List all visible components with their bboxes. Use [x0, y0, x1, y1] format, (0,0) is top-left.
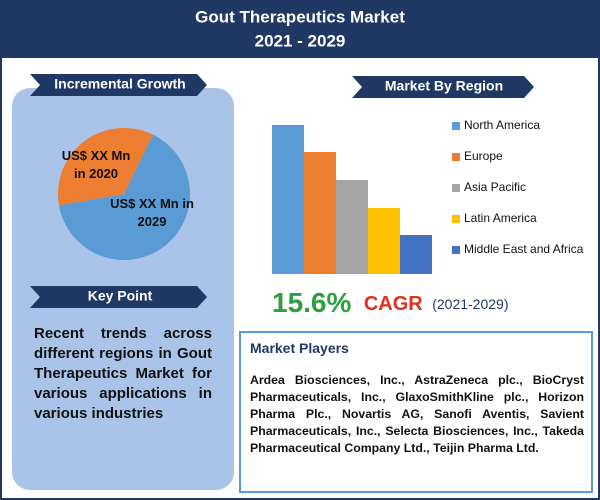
- cagr-period: (2021-2029): [432, 296, 508, 312]
- cagr-label: CAGR: [364, 293, 423, 315]
- pie-slice: [58, 128, 153, 206]
- banner-text: Key Point: [88, 288, 153, 304]
- title-line: Gout Therapeutics Market: [195, 7, 405, 26]
- bar: [336, 180, 368, 274]
- cagr-value: 15.6%: [272, 287, 351, 318]
- legend-swatch: [452, 184, 460, 192]
- bar: [272, 125, 304, 274]
- bar: [304, 152, 336, 274]
- title-bar: [2, 2, 598, 58]
- pie-chart: US$ XX Mn in 2020 US$ XX Mn in 2029: [58, 128, 194, 261]
- players-box: [239, 331, 593, 493]
- bar-chart: North America Europe Asia Pacific Latin Ame…: [272, 118, 584, 274]
- legend-swatch: [452, 153, 460, 161]
- slice-label: US$ XX Mn in 2029: [110, 196, 194, 229]
- key-point-text: Recent trends across different regions i…: [34, 325, 212, 422]
- players-text: Ardea Biosciences, Inc., AstraZeneca plc…: [250, 373, 584, 455]
- legend-swatch: [452, 246, 460, 254]
- banner: [30, 286, 207, 308]
- title-line: 2021 - 2029: [255, 31, 346, 50]
- legend-swatch: [452, 122, 460, 130]
- bar: [400, 235, 432, 274]
- legend-label: North America: [464, 118, 540, 132]
- banner-text: Incremental Growth: [54, 76, 185, 92]
- legend-label: Middle East and Africa: [464, 242, 584, 256]
- bar: [368, 208, 400, 274]
- banner: [352, 76, 534, 98]
- cagr-line: 15.6% CAGR (2021-2029): [272, 287, 508, 318]
- players-heading: Market Players: [250, 340, 349, 356]
- slice-label: US$ XX Mn in 2020: [62, 148, 131, 181]
- banner: [30, 74, 207, 96]
- legend-label: Europe: [464, 149, 503, 163]
- legend-label: Latin America: [464, 211, 537, 225]
- pie-slice: [59, 134, 191, 261]
- legend-label: Asia Pacific: [464, 180, 526, 194]
- legend-swatch: [452, 215, 460, 223]
- banner-text: Market By Region: [385, 78, 503, 94]
